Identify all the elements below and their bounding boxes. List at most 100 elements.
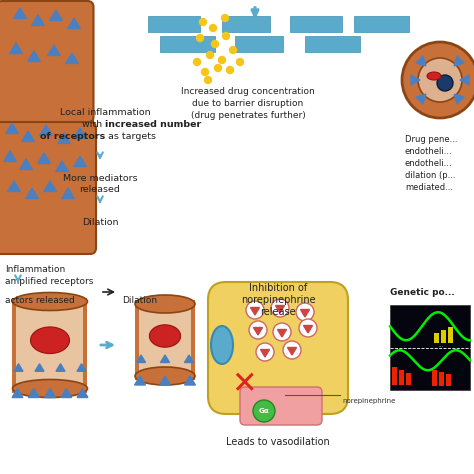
Bar [392, 367, 397, 385]
Polygon shape [73, 128, 86, 138]
Circle shape [201, 69, 209, 75]
Text: Genetic po...: Genetic po... [390, 288, 455, 297]
Polygon shape [32, 15, 44, 26]
Ellipse shape [12, 380, 88, 398]
Text: mediated...: mediated... [405, 183, 453, 192]
Polygon shape [27, 51, 40, 62]
Text: norepinephrine: norepinephrine [342, 398, 395, 404]
Text: More mediators: More mediators [63, 174, 137, 183]
Polygon shape [38, 153, 50, 164]
Bar [290, 16, 342, 32]
Polygon shape [160, 376, 170, 385]
Circle shape [437, 75, 453, 91]
Bar [399, 370, 404, 385]
Polygon shape [20, 159, 32, 170]
Polygon shape [288, 347, 297, 355]
Polygon shape [416, 56, 426, 66]
Polygon shape [6, 123, 18, 134]
Bar [390, 305, 470, 390]
Polygon shape [48, 45, 60, 55]
Bar [439, 372, 444, 386]
Circle shape [299, 319, 317, 337]
Text: ...: ... [438, 343, 443, 348]
Circle shape [253, 400, 275, 422]
Polygon shape [137, 355, 146, 363]
Text: Dilation: Dilation [82, 218, 118, 227]
Polygon shape [411, 75, 420, 85]
Bar [446, 374, 451, 386]
Polygon shape [261, 349, 270, 357]
Polygon shape [416, 94, 426, 104]
Ellipse shape [135, 367, 195, 385]
Text: norepinephrine: norepinephrine [241, 295, 315, 305]
Polygon shape [50, 10, 62, 20]
Polygon shape [40, 125, 52, 136]
Bar [135, 300, 195, 380]
Polygon shape [73, 156, 86, 166]
Polygon shape [26, 188, 38, 199]
Polygon shape [58, 133, 70, 144]
Circle shape [221, 15, 228, 21]
Ellipse shape [12, 292, 88, 310]
Polygon shape [277, 329, 286, 337]
Polygon shape [460, 75, 469, 85]
Polygon shape [14, 8, 26, 18]
FancyBboxPatch shape [0, 1, 93, 123]
Bar [432, 370, 437, 386]
Bar [448, 327, 453, 343]
Polygon shape [301, 310, 310, 317]
Circle shape [256, 343, 274, 361]
Polygon shape [161, 355, 170, 363]
Ellipse shape [135, 295, 195, 313]
Circle shape [204, 76, 211, 83]
Circle shape [215, 64, 221, 72]
Polygon shape [254, 328, 263, 335]
Bar [235, 36, 283, 52]
Text: Inflammation: Inflammation [5, 265, 65, 274]
Text: endotheli...: endotheli... [405, 147, 453, 156]
Circle shape [222, 33, 229, 39]
Polygon shape [68, 18, 80, 28]
Bar [160, 36, 215, 52]
Polygon shape [77, 389, 88, 398]
Polygon shape [44, 181, 56, 191]
Bar [354, 16, 409, 32]
Polygon shape [45, 389, 55, 398]
Circle shape [193, 58, 201, 65]
Text: amplified receptors: amplified receptors [5, 277, 93, 286]
Circle shape [296, 303, 314, 321]
Ellipse shape [30, 327, 70, 354]
Polygon shape [275, 306, 284, 313]
Circle shape [227, 66, 234, 73]
Polygon shape [184, 355, 193, 363]
Polygon shape [56, 161, 68, 172]
Circle shape [200, 18, 207, 26]
Text: actors released: actors released [5, 296, 75, 305]
Text: Dilation: Dilation [122, 296, 157, 305]
Circle shape [246, 301, 264, 319]
Polygon shape [250, 308, 259, 315]
Polygon shape [4, 151, 16, 162]
Polygon shape [28, 389, 39, 398]
Text: (drug penetrates further): (drug penetrates further) [191, 111, 305, 120]
Bar [305, 36, 360, 52]
Bar [17, 306, 83, 384]
Circle shape [271, 299, 289, 317]
Text: due to barrier disruption: due to barrier disruption [192, 99, 304, 108]
FancyBboxPatch shape [0, 122, 96, 254]
Polygon shape [303, 326, 312, 333]
Circle shape [237, 58, 244, 65]
Circle shape [402, 42, 474, 118]
Polygon shape [61, 389, 72, 398]
Circle shape [210, 25, 217, 31]
Text: endotheli...: endotheli... [405, 159, 453, 168]
Bar [441, 330, 446, 343]
Text: Local inflammation: Local inflammation [60, 108, 150, 117]
Text: Gα: Gα [259, 408, 269, 414]
Ellipse shape [211, 326, 233, 364]
Text: Leads to vasodilation: Leads to vasodilation [226, 437, 330, 447]
Circle shape [207, 52, 213, 58]
Circle shape [219, 56, 226, 64]
Polygon shape [22, 131, 34, 142]
Polygon shape [454, 56, 464, 66]
